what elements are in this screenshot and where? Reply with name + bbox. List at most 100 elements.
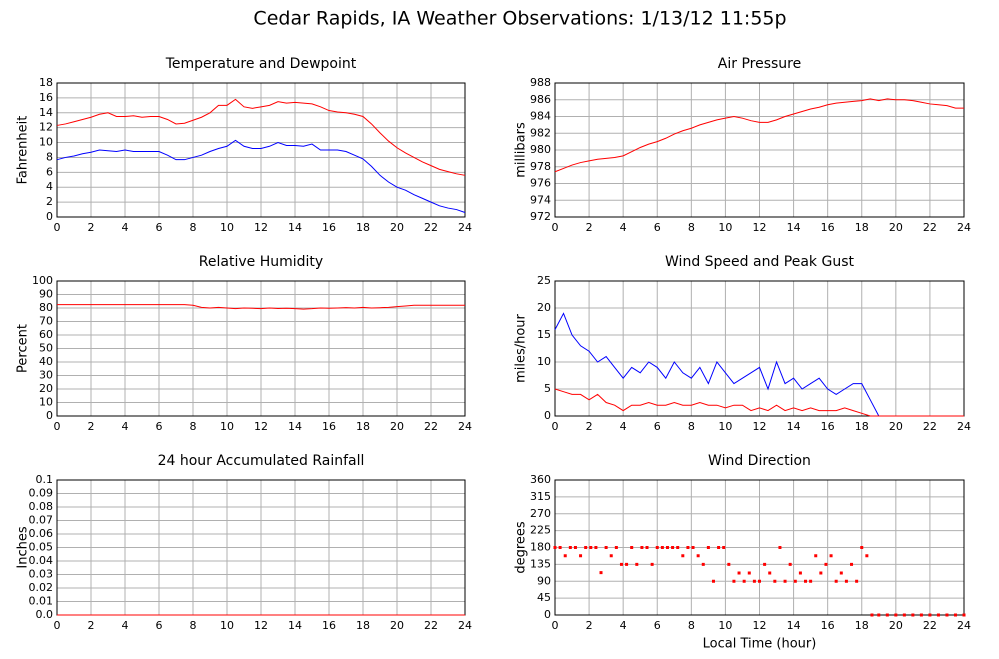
data-point: [793, 579, 797, 583]
data-point: [763, 562, 767, 566]
x-tick-label: 24: [957, 221, 971, 234]
x-tick-label: 20: [889, 420, 903, 433]
x-tick-label: 14: [288, 619, 302, 632]
x-tick-label: 4: [122, 221, 129, 234]
data-point: [814, 554, 818, 558]
x-tick-label: 24: [458, 221, 472, 234]
data-point: [630, 546, 634, 549]
y-tick-label: 0.07: [29, 514, 54, 527]
x-tick-label: 6: [654, 221, 661, 234]
data-point: [573, 546, 577, 549]
plot-frame: [56, 280, 466, 417]
data-line: [554, 388, 964, 417]
data-point: [798, 571, 802, 575]
x-tick-label: 4: [620, 619, 627, 632]
panel-title: Wind Speed and Peak Gust: [665, 254, 854, 270]
x-tick-label: 0: [552, 221, 559, 234]
y-tick-label: 980: [530, 143, 551, 156]
x-tick-label: 4: [122, 619, 129, 632]
data-point: [911, 613, 915, 617]
data-line: [56, 98, 466, 176]
data-point: [919, 613, 923, 617]
y-axis-label: Percent: [16, 324, 31, 373]
panel-title: Air Pressure: [718, 56, 801, 72]
plot-frame: [554, 82, 965, 218]
data-point: [894, 613, 898, 617]
data-point: [594, 546, 598, 549]
y-tick-label: 20: [537, 301, 551, 314]
y-tick-label: 80: [39, 301, 53, 314]
x-tick-label: 24: [957, 619, 971, 632]
data-point: [701, 562, 705, 566]
data-point: [747, 571, 751, 575]
data-point: [650, 562, 654, 566]
x-tick-label: 12: [753, 221, 767, 234]
x-tick-label: 14: [787, 420, 801, 433]
x-tick-label: 8: [688, 420, 695, 433]
y-tick-label: 360: [530, 473, 551, 486]
y-tick-label: 0: [46, 409, 53, 422]
y-tick-label: 0.08: [29, 500, 54, 513]
data-point: [962, 613, 966, 617]
data-point: [877, 613, 881, 617]
data-point: [752, 579, 756, 583]
y-tick-label: 315: [530, 490, 551, 503]
y-tick-label: 8: [46, 150, 53, 163]
x-tick-label: 20: [390, 420, 404, 433]
x-tick-label: 22: [923, 420, 937, 433]
y-tick-label: 972: [530, 210, 551, 223]
x-axis-label: Local Time (hour): [703, 637, 817, 652]
x-tick-label: 10: [220, 221, 234, 234]
y-tick-label: 10: [39, 396, 53, 409]
y-tick-label: 4: [46, 180, 53, 193]
data-point: [839, 571, 843, 575]
x-tick-label: 0: [54, 221, 61, 234]
x-tick-label: 16: [821, 221, 835, 234]
data-line: [554, 98, 964, 173]
x-tick-label: 10: [220, 619, 234, 632]
y-tick-label: 14: [39, 106, 53, 119]
data-point: [589, 546, 593, 549]
y-tick-label: 45: [537, 591, 551, 604]
x-tick-label: 20: [390, 221, 404, 234]
x-tick-label: 20: [390, 619, 404, 632]
x-tick-label: 10: [220, 420, 234, 433]
y-axis-label: miles/hour: [514, 313, 529, 382]
x-tick-label: 24: [458, 420, 472, 433]
x-tick-label: 2: [88, 221, 95, 234]
x-tick-label: 6: [654, 420, 661, 433]
x-tick-label: 0: [54, 619, 61, 632]
data-point: [860, 546, 864, 549]
data-point: [737, 571, 741, 575]
x-tick-label: 22: [424, 619, 438, 632]
data-point: [758, 579, 761, 583]
y-tick-label: 0: [544, 409, 551, 422]
data-point: [553, 546, 557, 549]
data-point: [655, 546, 659, 549]
data-point: [676, 546, 680, 549]
data-point: [722, 546, 726, 549]
data-point: [885, 613, 889, 617]
data-point: [640, 546, 644, 549]
page-title: Cedar Rapids, IA Weather Observations: 1…: [253, 8, 786, 30]
x-tick-label: 12: [254, 619, 268, 632]
data-point: [645, 546, 649, 549]
x-tick-label: 24: [458, 619, 472, 632]
x-tick-label: 18: [356, 221, 370, 234]
y-tick-label: 0.06: [29, 527, 54, 540]
x-tick-label: 18: [356, 420, 370, 433]
data-point: [691, 546, 695, 549]
y-tick-label: 16: [39, 91, 53, 104]
y-tick-label: 10: [39, 136, 53, 149]
data-point: [599, 571, 603, 575]
y-tick-label: 30: [39, 369, 53, 382]
data-point: [804, 579, 808, 583]
y-tick-label: 135: [530, 557, 551, 570]
panel-title: Wind Direction: [708, 453, 811, 469]
y-axis-label: Inches: [16, 526, 31, 568]
x-tick-label: 10: [718, 619, 732, 632]
x-tick-label: 18: [855, 420, 869, 433]
x-tick-label: 14: [787, 221, 801, 234]
